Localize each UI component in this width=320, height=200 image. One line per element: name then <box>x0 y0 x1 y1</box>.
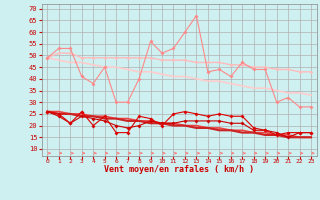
X-axis label: Vent moyen/en rafales ( km/h ): Vent moyen/en rafales ( km/h ) <box>104 165 254 174</box>
